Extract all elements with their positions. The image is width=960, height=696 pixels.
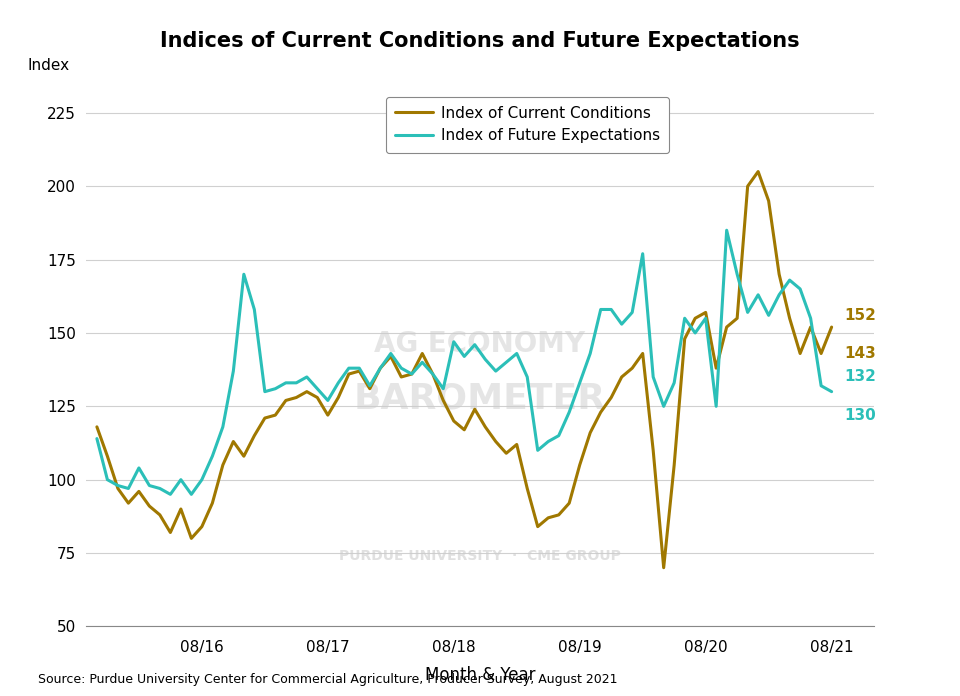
Index of Future Expectations [91, 434, 103, 443]
Index of Future Expectations [542, 437, 554, 445]
Text: 143: 143 [844, 346, 876, 361]
Index of Future Expectations [459, 352, 470, 361]
Index of Future Expectations [826, 388, 837, 396]
Index of Future Expectations [774, 291, 785, 299]
Index of Future Expectations [206, 452, 218, 460]
Text: 152: 152 [844, 308, 876, 323]
Text: Source: Purdue University Center for Commercial Agriculture, Producer Survey, Au: Source: Purdue University Center for Com… [38, 672, 618, 686]
Text: AG ECONOMY: AG ECONOMY [374, 330, 586, 358]
Text: Indices of Current Conditions and Future Expectations: Indices of Current Conditions and Future… [160, 31, 800, 52]
Legend: Index of Current Conditions, Index of Future Expectations: Index of Current Conditions, Index of Fu… [386, 97, 669, 152]
Index of Current Conditions [91, 422, 103, 431]
Text: Index: Index [27, 58, 69, 72]
Text: 130: 130 [844, 408, 876, 422]
Index of Future Expectations [112, 482, 124, 490]
Index of Current Conditions [196, 523, 207, 531]
Index of Future Expectations [721, 226, 732, 235]
Line: Index of Future Expectations: Index of Future Expectations [97, 230, 831, 494]
Index of Current Conditions [826, 323, 837, 331]
Text: PURDUE UNIVERSITY  ·  CME GROUP: PURDUE UNIVERSITY · CME GROUP [339, 549, 621, 563]
Index of Current Conditions [753, 167, 764, 175]
Index of Current Conditions [658, 564, 669, 572]
X-axis label: Month & Year: Month & Year [424, 665, 536, 683]
Index of Future Expectations [804, 314, 816, 322]
Line: Index of Current Conditions: Index of Current Conditions [97, 171, 831, 568]
Index of Current Conditions [112, 484, 124, 493]
Index of Current Conditions [448, 417, 460, 425]
Index of Current Conditions [532, 523, 543, 531]
Text: BAROMETER: BAROMETER [354, 381, 606, 416]
Index of Future Expectations [164, 490, 176, 498]
Text: 132: 132 [844, 370, 876, 384]
Index of Current Conditions [774, 270, 785, 278]
Index of Current Conditions [804, 323, 816, 331]
